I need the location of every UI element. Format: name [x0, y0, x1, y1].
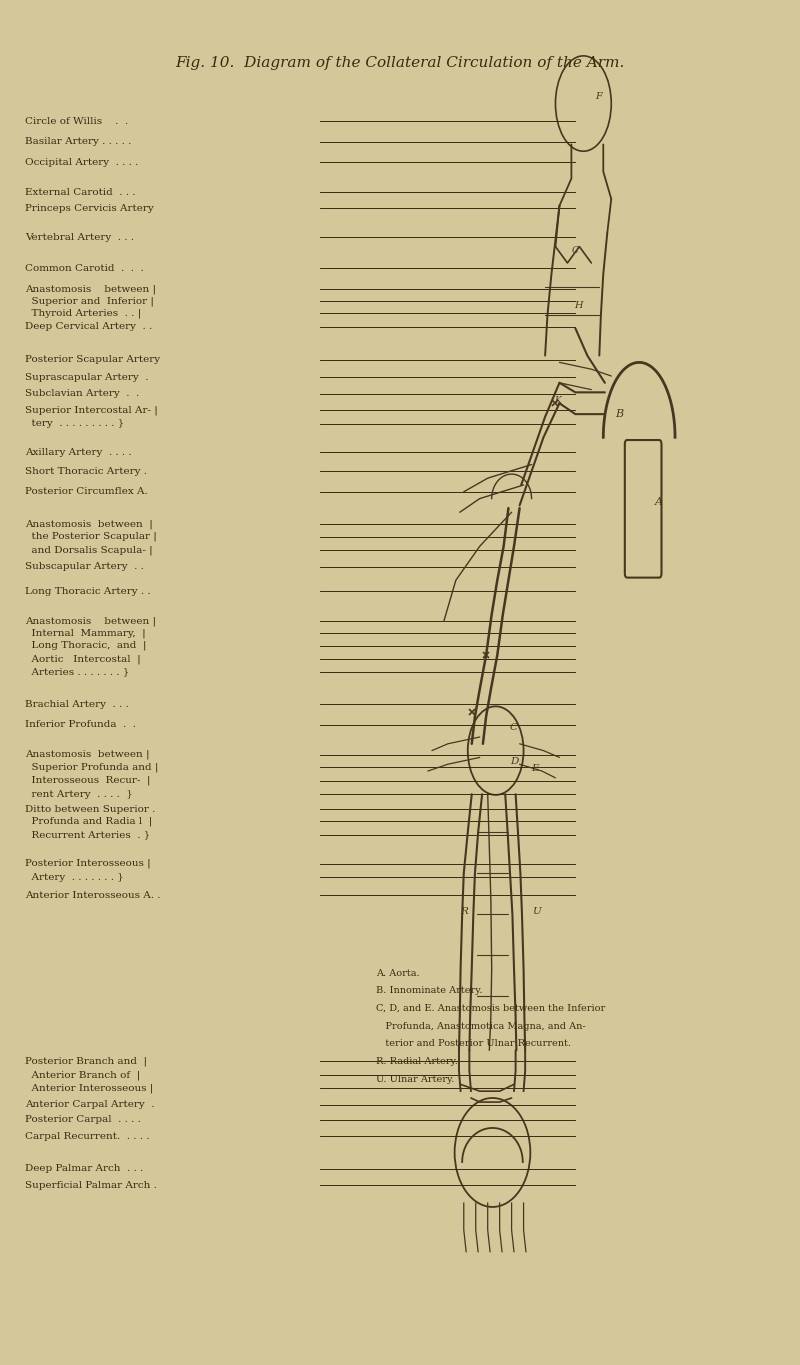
Text: Anastomosis  between |: Anastomosis between |: [26, 749, 150, 759]
Text: C: C: [571, 247, 578, 255]
Text: H: H: [574, 300, 582, 310]
Text: Long Thoracic Artery . .: Long Thoracic Artery . .: [26, 587, 151, 595]
Text: A. Aorta.: A. Aorta.: [376, 969, 420, 977]
Text: Internal  Mammary,  |: Internal Mammary, |: [26, 629, 146, 639]
Text: Short Thoracic Artery .: Short Thoracic Artery .: [26, 467, 147, 476]
Text: Superior and  Inferior |: Superior and Inferior |: [26, 296, 154, 306]
Text: Long Thoracic,  and  |: Long Thoracic, and |: [26, 642, 147, 651]
Text: K: K: [554, 396, 561, 405]
Text: Posterior Scapular Artery: Posterior Scapular Artery: [26, 355, 161, 364]
Text: Anterior Carpal Artery  .: Anterior Carpal Artery .: [26, 1100, 155, 1110]
Text: Basilar Artery . . . . .: Basilar Artery . . . . .: [26, 138, 132, 146]
Text: Occipital Artery  . . . .: Occipital Artery . . . .: [26, 157, 138, 167]
Text: tery  . . . . . . . . . }: tery . . . . . . . . . }: [26, 419, 125, 429]
Text: Arteries . . . . . . . }: Arteries . . . . . . . }: [26, 667, 130, 676]
Text: Suprascapular Artery  .: Suprascapular Artery .: [26, 373, 149, 382]
Text: B: B: [615, 410, 623, 419]
Text: R. Radial Artery.: R. Radial Artery.: [376, 1057, 458, 1066]
Text: C: C: [510, 723, 518, 732]
Text: and Dorsalis Scapula- |: and Dorsalis Scapula- |: [26, 546, 153, 556]
Text: Anastomosis    between |: Anastomosis between |: [26, 284, 157, 293]
Text: U. Ulnar Artery.: U. Ulnar Artery.: [376, 1074, 454, 1084]
Text: Anterior Interosseous A. .: Anterior Interosseous A. .: [26, 890, 161, 900]
Text: Anterior Interosseous |: Anterior Interosseous |: [26, 1084, 154, 1093]
Text: A: A: [655, 497, 663, 508]
Text: Fig. 10.  Diagram of the Collateral Circulation of the Arm.: Fig. 10. Diagram of the Collateral Circu…: [175, 56, 625, 70]
Text: Circle of Willis    .  .: Circle of Willis . .: [26, 117, 129, 126]
Text: Ditto between Superior .: Ditto between Superior .: [26, 805, 156, 814]
Text: Profunda and Radia l  |: Profunda and Radia l |: [26, 816, 153, 826]
Text: Anterior Branch of  |: Anterior Branch of |: [26, 1070, 141, 1080]
Text: rent Artery  . . . .  }: rent Artery . . . . }: [26, 790, 133, 799]
Text: Artery  . . . . . . . }: Artery . . . . . . . }: [26, 872, 124, 882]
Text: F: F: [595, 93, 602, 101]
Text: terior and Posterior Ulnar Recurrent.: terior and Posterior Ulnar Recurrent.: [376, 1039, 571, 1048]
Text: Anastomosis    between |: Anastomosis between |: [26, 617, 157, 627]
Text: Common Carotid  .  .  .: Common Carotid . . .: [26, 263, 144, 273]
Text: Superior Profunda and |: Superior Profunda and |: [26, 762, 159, 771]
Text: Brachial Artery  . . .: Brachial Artery . . .: [26, 700, 129, 708]
Text: Carpal Recurrent.  . . . .: Carpal Recurrent. . . . .: [26, 1132, 150, 1141]
Text: Anastomosis  between  |: Anastomosis between |: [26, 520, 153, 530]
Text: Axillary Artery  . . . .: Axillary Artery . . . .: [26, 448, 132, 457]
Text: Princeps Cervicis Artery: Princeps Cervicis Artery: [26, 203, 154, 213]
Text: E: E: [531, 764, 539, 773]
Text: U: U: [531, 908, 540, 916]
Text: Subclavian Artery  .  .: Subclavian Artery . .: [26, 389, 139, 399]
Text: Posterior Carpal  . . . .: Posterior Carpal . . . .: [26, 1115, 141, 1125]
Text: Aortic   Intercostal  |: Aortic Intercostal |: [26, 655, 141, 665]
Text: Superior Intercostal Ar- |: Superior Intercostal Ar- |: [26, 405, 158, 415]
Text: the Posterior Scapular |: the Posterior Scapular |: [26, 532, 157, 542]
Text: Vertebral Artery  . . .: Vertebral Artery . . .: [26, 232, 134, 242]
Text: C, D, and E. Anastomosis between the Inferior: C, D, and E. Anastomosis between the Inf…: [376, 1005, 606, 1013]
Text: Inferior Profunda  .  .: Inferior Profunda . .: [26, 721, 136, 729]
Text: D: D: [510, 758, 518, 766]
Text: Deep Palmar Arch  . . .: Deep Palmar Arch . . .: [26, 1164, 143, 1174]
Text: External Carotid  . . .: External Carotid . . .: [26, 187, 136, 197]
Text: Profunda, Anastomotica Magna, and An-: Profunda, Anastomotica Magna, and An-: [376, 1021, 586, 1031]
Text: Deep Cervical Artery  . .: Deep Cervical Artery . .: [26, 322, 153, 332]
Text: B. Innominate Artery.: B. Innominate Artery.: [376, 987, 482, 995]
Text: R: R: [460, 908, 468, 916]
Text: Posterior Interosseous |: Posterior Interosseous |: [26, 859, 151, 868]
Text: Thyroid Arteries  . . |: Thyroid Arteries . . |: [26, 308, 142, 318]
Text: Recurrent Arteries  . }: Recurrent Arteries . }: [26, 830, 150, 839]
Text: Interosseous  Recur-  |: Interosseous Recur- |: [26, 775, 151, 785]
Text: Subscapular Artery  . .: Subscapular Artery . .: [26, 562, 144, 571]
Text: Superficial Palmar Arch .: Superficial Palmar Arch .: [26, 1181, 157, 1190]
Text: Posterior Circumflex A.: Posterior Circumflex A.: [26, 487, 148, 497]
Text: Posterior Branch and  |: Posterior Branch and |: [26, 1057, 147, 1066]
